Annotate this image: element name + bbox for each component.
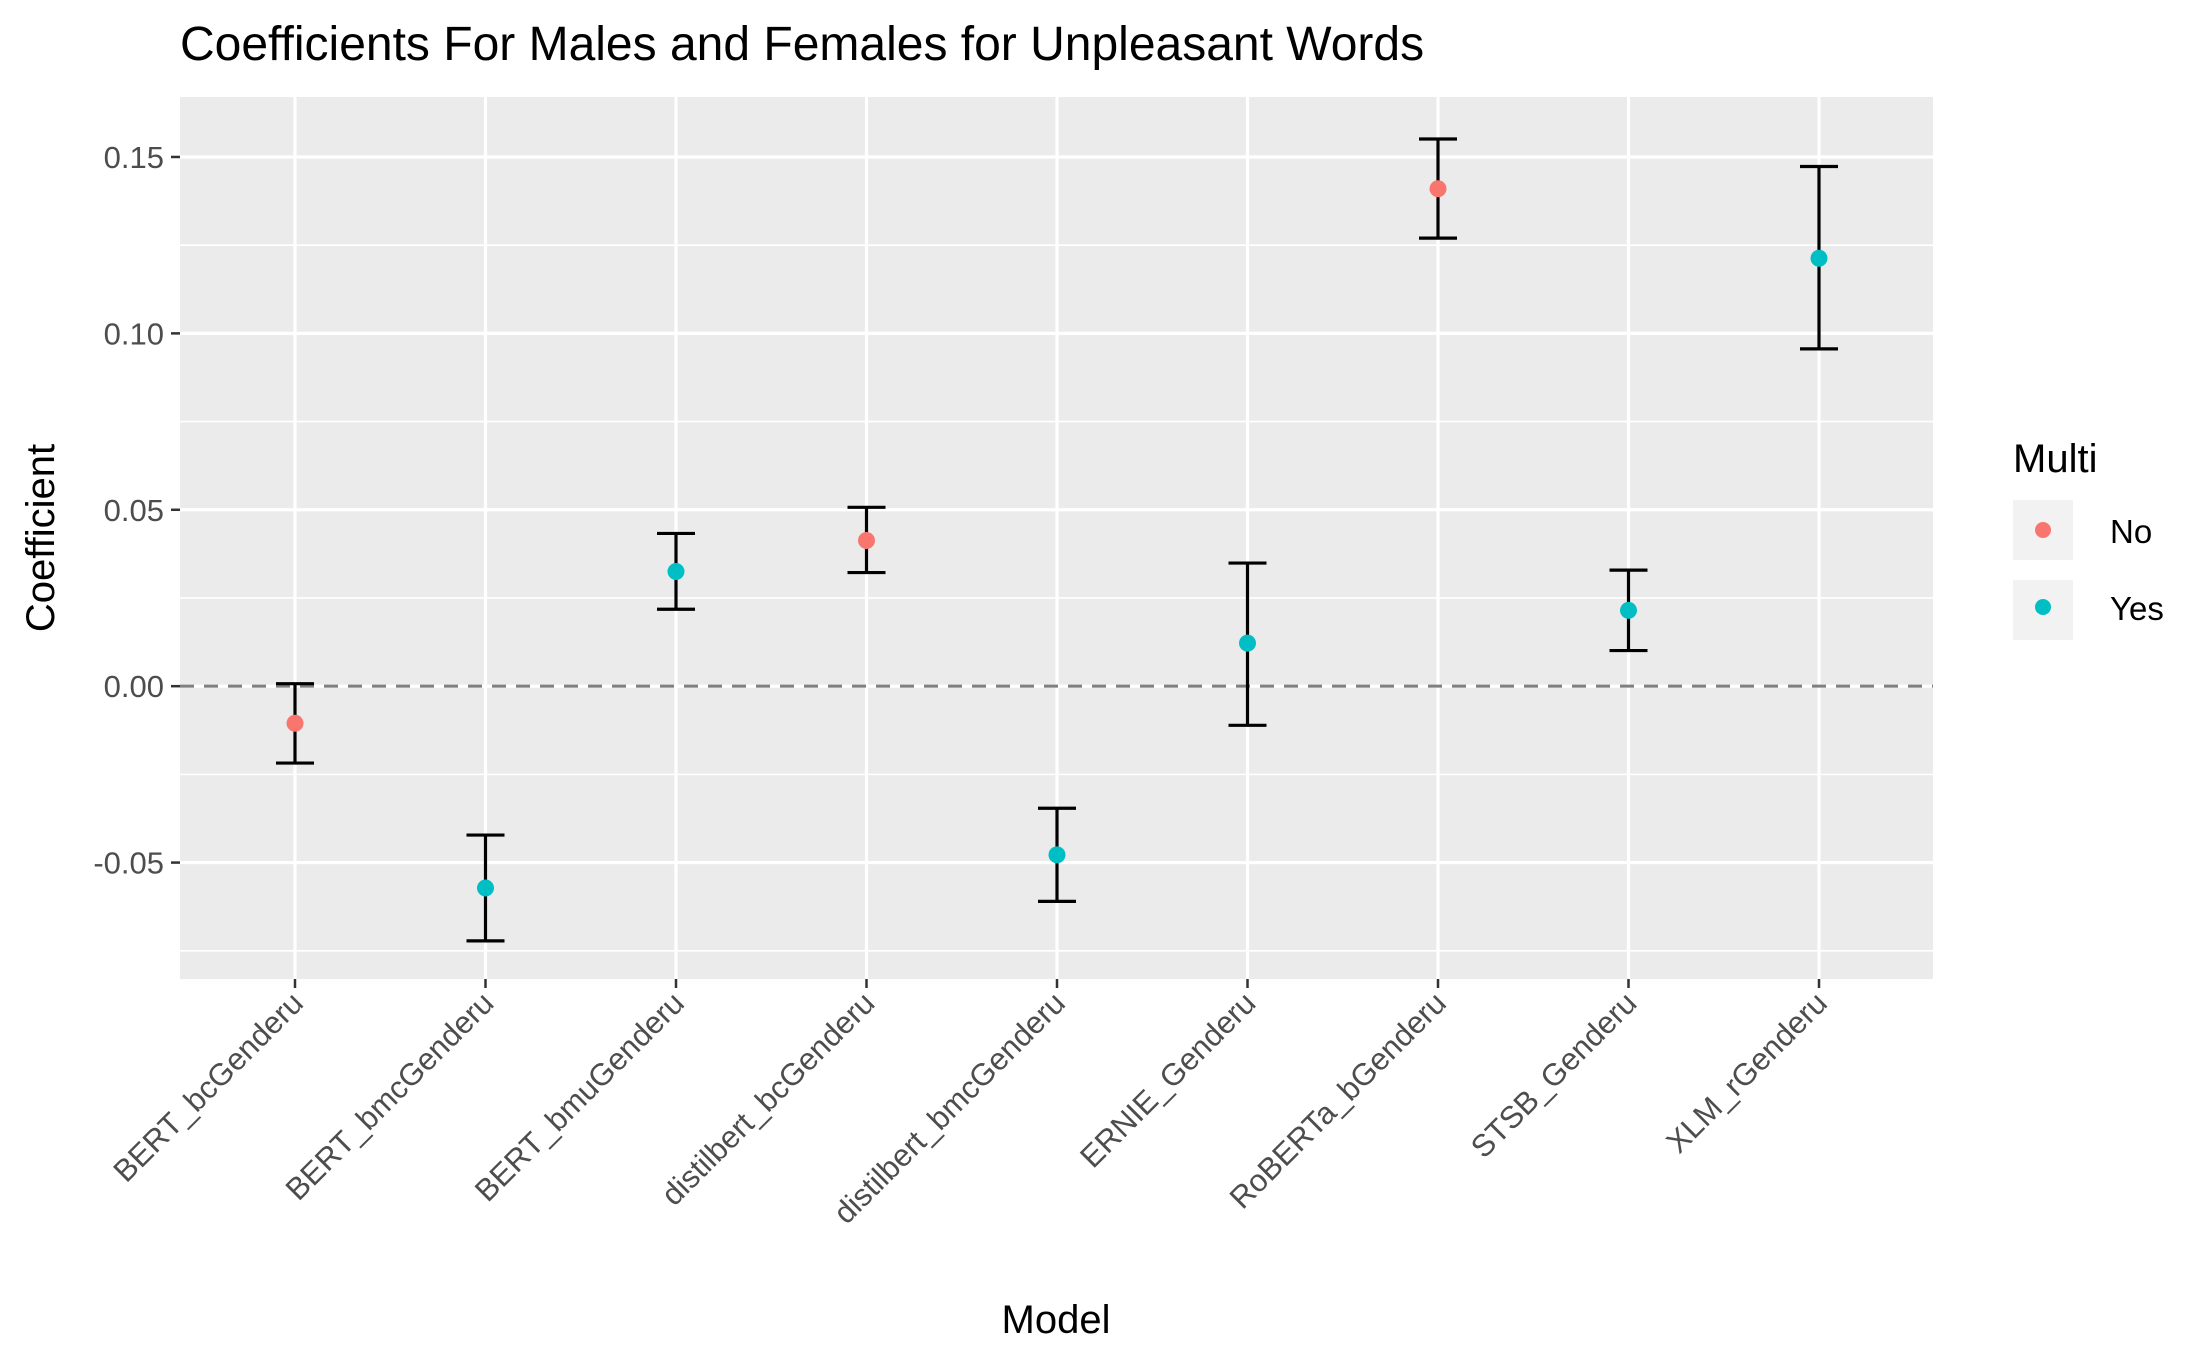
- x-axis-label: Model: [1002, 1298, 1111, 1342]
- x-tick-label: RoBERTa_bGenderu: [1223, 985, 1453, 1215]
- data-point: [1810, 249, 1828, 267]
- x-tick-label: BERT_bcGenderu: [106, 985, 309, 1188]
- data-point: [286, 714, 304, 732]
- data-point: [477, 879, 494, 897]
- x-tick-label: BERT_bmcGenderu: [279, 985, 501, 1207]
- legend: Multi No Yes: [2013, 437, 2164, 640]
- x-tick-label: XLM_rGenderu: [1659, 985, 1834, 1160]
- y-tick-label: 0.05: [104, 493, 164, 528]
- legend-dot-yes: [2035, 599, 2051, 615]
- y-tick-label: 0.00: [104, 669, 164, 704]
- chart-title: Coefficients For Males and Females for U…: [180, 18, 1424, 71]
- x-tick-label: distilbert_bcGenderu: [654, 985, 881, 1212]
- y-tick-label: 0.10: [104, 316, 164, 351]
- data-point: [1239, 634, 1256, 652]
- data-point: [858, 531, 875, 549]
- data-points: [286, 180, 1828, 897]
- data-point: [667, 563, 685, 581]
- x-tick-label: BERT_bmuGenderu: [468, 985, 691, 1208]
- legend-label-yes: Yes: [2110, 590, 2164, 627]
- y-tick-label: -0.05: [93, 846, 164, 881]
- legend-dot-no: [2035, 522, 2051, 538]
- data-point: [1429, 180, 1447, 198]
- legend-title: Multi: [2013, 437, 2097, 481]
- x-tick-label: ERNIE_Genderu: [1073, 985, 1262, 1174]
- data-point: [1620, 601, 1637, 619]
- y-axis-label: Coefficient: [19, 444, 63, 632]
- legend-label-no: No: [2110, 513, 2152, 550]
- data-point: [1048, 846, 1066, 864]
- y-tick-label: 0.15: [104, 140, 164, 175]
- x-axis-ticks: BERT_bcGenderuBERT_bmcGenderuBERT_bmuGen…: [106, 979, 1834, 1230]
- x-tick-label: STSB_Genderu: [1464, 985, 1644, 1165]
- y-axis-ticks: -0.05 0.00 0.05 0.10 0.15: [93, 140, 180, 881]
